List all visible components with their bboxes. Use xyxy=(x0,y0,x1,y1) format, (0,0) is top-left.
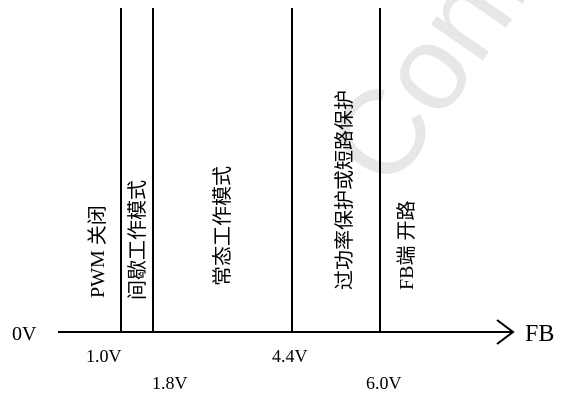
fb-axis-arrowhead xyxy=(496,319,515,345)
region-label-fb-open: FB端 开路 xyxy=(395,201,418,290)
region-label-normal-mode: 常态工作模式 xyxy=(211,166,234,286)
threshold-label-4v4: 4.4V xyxy=(272,346,308,366)
threshold-label-1v8: 1.8V xyxy=(152,373,188,393)
threshold-label-6v0: 6.0V xyxy=(366,373,402,393)
region-label-protection: 过功率保护或短路保护 xyxy=(333,90,356,290)
region-label-pwm-off: PWM 关闭 xyxy=(86,205,109,298)
region-label-burst-mode: 间歇工作模式 xyxy=(126,180,149,300)
threshold-label-1v0: 1.0V xyxy=(86,346,122,366)
origin-label: 0V xyxy=(12,323,37,345)
axis-end-label: FB xyxy=(525,321,554,347)
